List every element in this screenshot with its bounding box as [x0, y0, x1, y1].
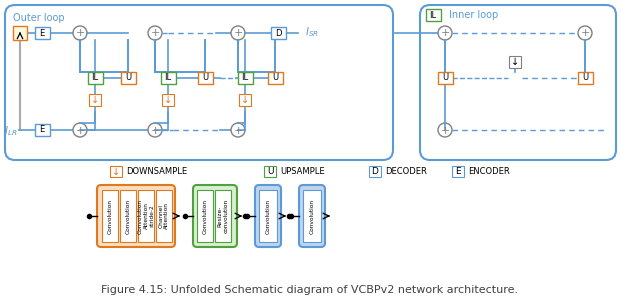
Bar — [156, 190, 172, 242]
Bar — [162, 94, 174, 106]
Text: U: U — [442, 74, 448, 82]
Text: Convolution: Convolution — [266, 199, 271, 233]
Circle shape — [438, 123, 452, 137]
Text: D: D — [371, 168, 378, 177]
Bar — [259, 190, 277, 242]
Bar — [509, 56, 521, 68]
Circle shape — [148, 123, 162, 137]
Text: UPSAMPLE: UPSAMPLE — [280, 168, 325, 177]
Text: +: + — [440, 126, 450, 136]
Bar — [578, 72, 592, 84]
Bar — [35, 27, 50, 39]
Bar — [303, 190, 321, 242]
Text: +: + — [150, 126, 160, 136]
Text: Figure 4.15: Unfolded Schematic diagram of VCBPv2 network architecture.: Figure 4.15: Unfolded Schematic diagram … — [101, 285, 519, 295]
Bar — [120, 190, 136, 242]
Text: DOWNSAMPLE: DOWNSAMPLE — [126, 168, 187, 177]
Text: IL: IL — [242, 74, 248, 82]
Text: $I_{SR}$: $I_{SR}$ — [305, 25, 319, 39]
Circle shape — [73, 123, 87, 137]
Circle shape — [231, 123, 245, 137]
Text: U: U — [267, 168, 273, 177]
Text: U: U — [202, 74, 208, 82]
Bar — [197, 190, 213, 242]
Bar — [215, 190, 231, 242]
Text: +: + — [580, 29, 590, 39]
Bar — [13, 26, 27, 40]
Bar — [271, 27, 286, 39]
Text: U: U — [582, 74, 588, 82]
Circle shape — [73, 26, 87, 40]
Bar — [89, 94, 101, 106]
Bar — [88, 72, 102, 84]
FancyBboxPatch shape — [97, 185, 175, 247]
Text: Convolution
Attention
stride-2: Convolution Attention stride-2 — [138, 199, 154, 233]
Bar — [102, 190, 118, 242]
Text: Convolution: Convolution — [125, 199, 130, 233]
Text: +: + — [440, 29, 450, 39]
Bar — [268, 72, 283, 84]
Text: $I_{LR}$: $I_{LR}$ — [4, 124, 17, 138]
Text: Channel
Attention: Channel Attention — [158, 202, 170, 230]
Bar — [369, 166, 381, 177]
FancyBboxPatch shape — [193, 185, 237, 247]
Text: IL: IL — [430, 11, 437, 19]
Text: Resize-
convolution: Resize- convolution — [217, 199, 229, 233]
Text: IL: IL — [91, 74, 99, 82]
Text: Convolution: Convolution — [107, 199, 112, 233]
Text: ENCODER: ENCODER — [468, 168, 510, 177]
Bar — [120, 72, 135, 84]
Text: ↓: ↓ — [91, 95, 99, 105]
Text: ↓: ↓ — [511, 57, 519, 67]
Circle shape — [438, 26, 452, 40]
Bar — [35, 124, 50, 136]
Bar — [438, 72, 453, 84]
Text: Convolution: Convolution — [309, 199, 314, 233]
Text: E: E — [39, 29, 45, 37]
Bar — [110, 166, 122, 177]
Text: +: + — [75, 126, 84, 136]
Text: +: + — [233, 29, 243, 39]
Text: IL: IL — [165, 74, 171, 82]
Bar — [239, 94, 251, 106]
Text: U: U — [125, 74, 131, 82]
Circle shape — [231, 26, 245, 40]
Text: ↓: ↓ — [241, 95, 249, 105]
Bar — [160, 72, 176, 84]
Bar — [237, 72, 253, 84]
Text: Outer loop: Outer loop — [13, 13, 65, 23]
Bar — [425, 9, 440, 21]
Text: Convolution: Convolution — [202, 199, 207, 233]
Bar — [197, 72, 212, 84]
Text: E: E — [39, 126, 45, 134]
FancyBboxPatch shape — [255, 185, 281, 247]
Text: U: U — [272, 74, 278, 82]
Text: D: D — [274, 29, 281, 37]
Text: ↓: ↓ — [164, 95, 172, 105]
FancyBboxPatch shape — [299, 185, 325, 247]
Text: E: E — [455, 168, 461, 177]
Text: +: + — [150, 29, 160, 39]
Circle shape — [578, 26, 592, 40]
Text: Inner loop: Inner loop — [449, 10, 498, 20]
Bar — [264, 166, 276, 177]
Text: +: + — [75, 29, 84, 39]
Text: DECODER: DECODER — [385, 168, 427, 177]
Text: +: + — [233, 126, 243, 136]
Text: ↓: ↓ — [112, 167, 120, 177]
Circle shape — [148, 26, 162, 40]
Bar — [138, 190, 154, 242]
Bar — [452, 166, 464, 177]
